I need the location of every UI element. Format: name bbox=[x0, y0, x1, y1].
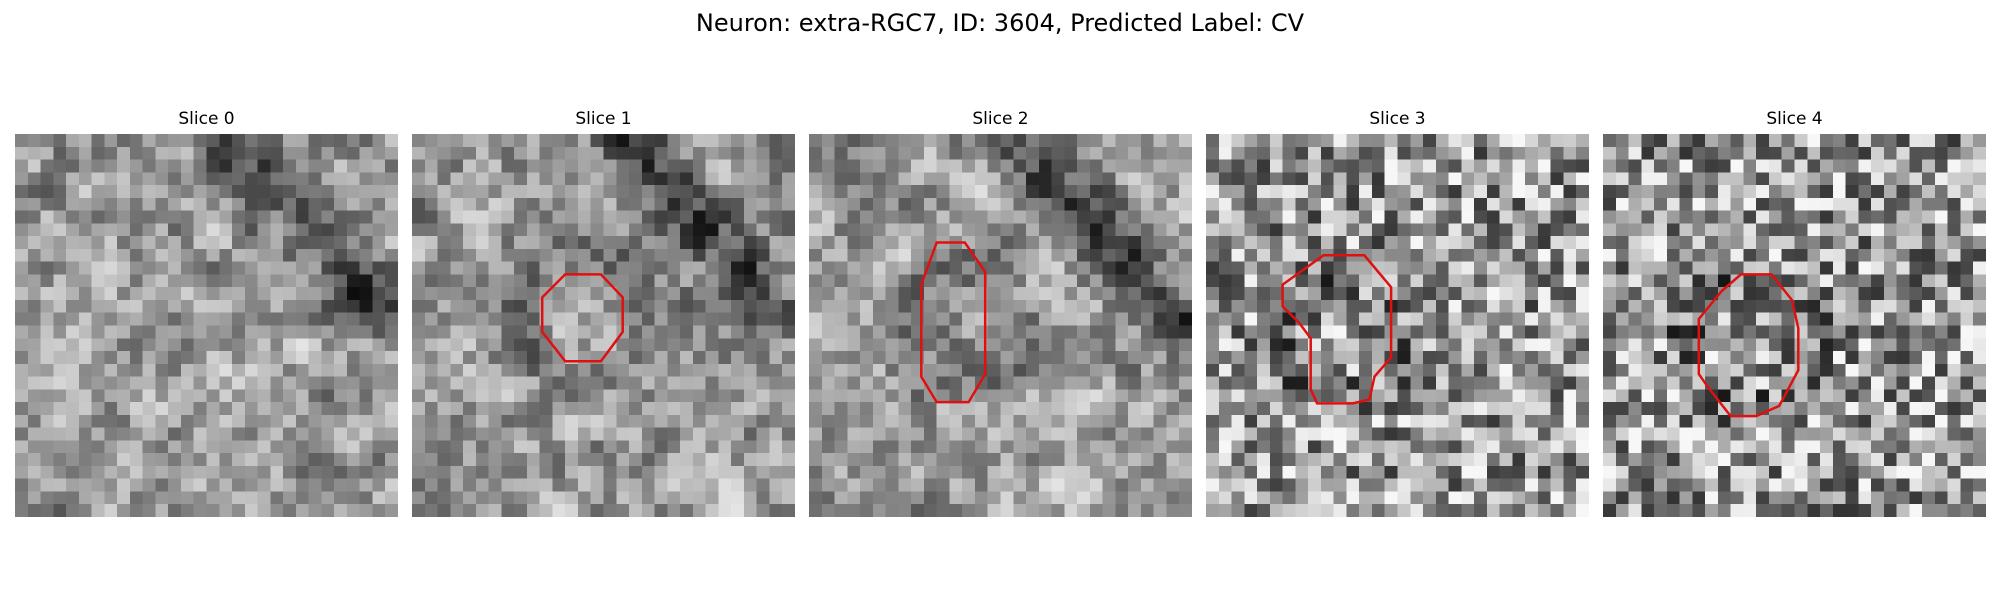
roi-overlay bbox=[1281, 254, 1393, 405]
slice-image bbox=[809, 134, 1192, 517]
panel-slice-2: Slice 2 bbox=[809, 108, 1192, 517]
panel-title: Slice 4 bbox=[1766, 109, 1823, 129]
roi-overlay bbox=[540, 273, 624, 363]
roi-outline bbox=[1281, 254, 1393, 405]
roi-outline bbox=[540, 273, 624, 363]
panel-title: Slice 1 bbox=[575, 109, 632, 129]
roi-overlay bbox=[920, 241, 987, 404]
slice-image bbox=[1206, 134, 1589, 517]
roi-overlay bbox=[1697, 273, 1800, 418]
figure-title: Neuron: extra-RGC7, ID: 3604, Predicted … bbox=[695, 9, 1305, 37]
panel-slice-0: Slice 0 bbox=[15, 108, 398, 517]
slice-image bbox=[412, 134, 795, 517]
panel-title: Slice 3 bbox=[1369, 109, 1426, 129]
panel-slice-4: Slice 4 bbox=[1603, 108, 1986, 517]
slice-image bbox=[1603, 134, 1986, 517]
roi-outline bbox=[920, 241, 987, 404]
roi-outline bbox=[1697, 273, 1800, 418]
panel-title: Slice 0 bbox=[178, 109, 235, 129]
slice-image bbox=[15, 134, 398, 517]
roi-overlay bbox=[15, 134, 398, 517]
panel-slice-1: Slice 1 bbox=[412, 108, 795, 517]
panel-title: Slice 2 bbox=[972, 109, 1029, 129]
panel-slice-3: Slice 3 bbox=[1206, 108, 1589, 517]
